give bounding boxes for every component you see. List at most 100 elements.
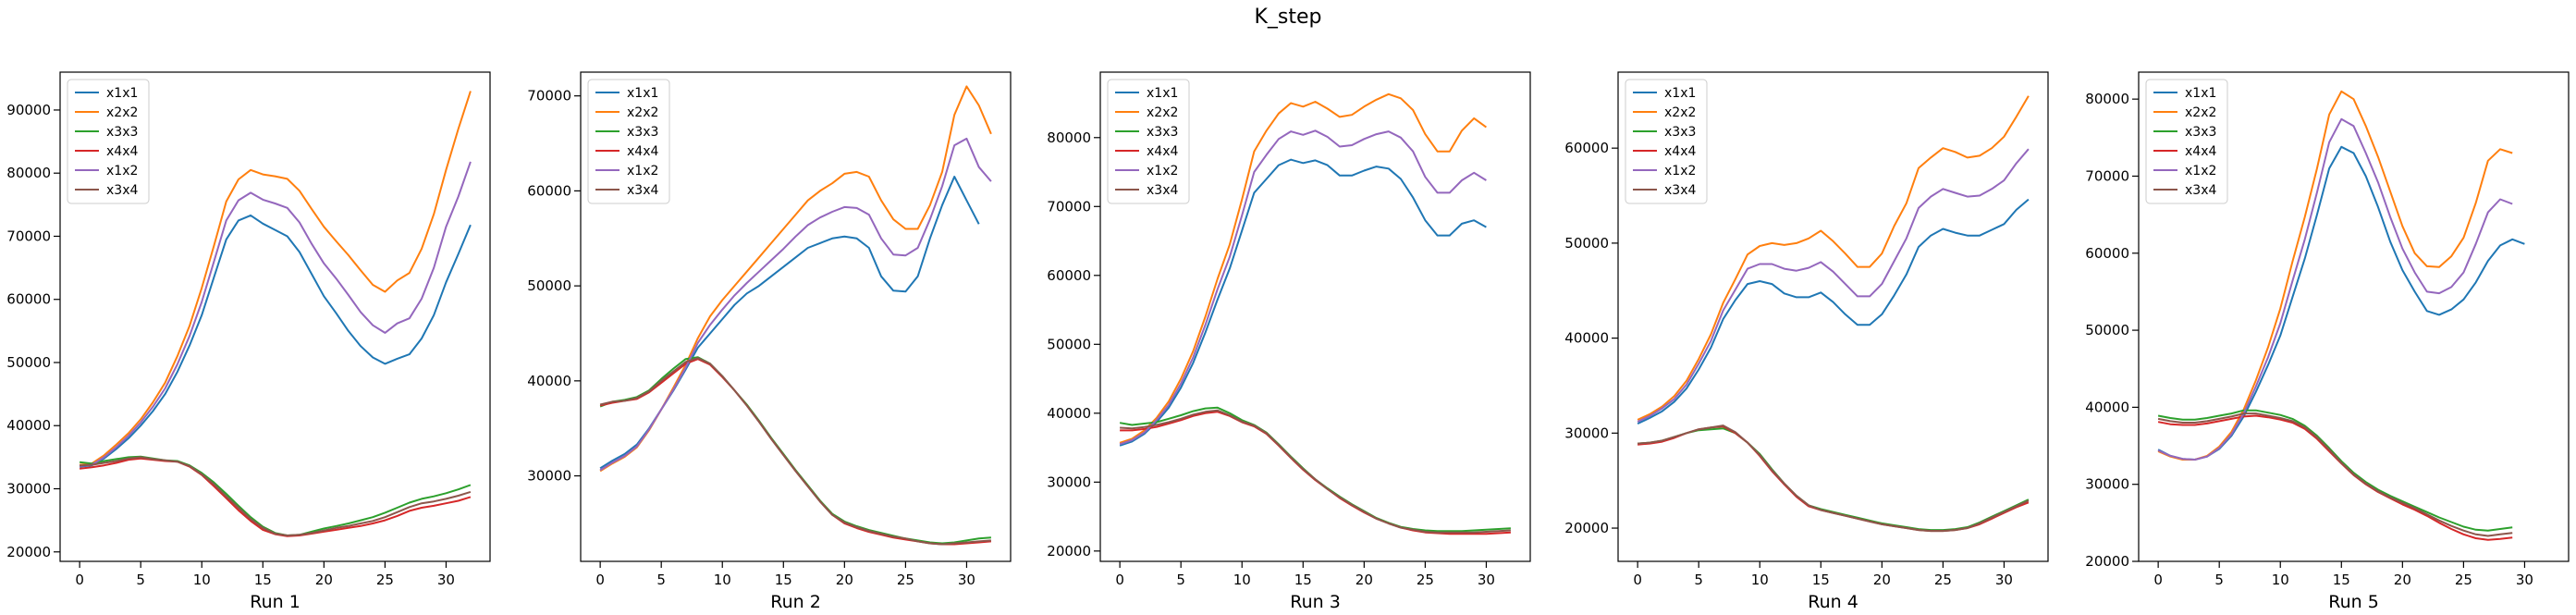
y-tick-label: 40000 bbox=[1564, 330, 1609, 347]
series-line-x1x1 bbox=[1637, 198, 2030, 425]
x-tick-label: 20 bbox=[836, 572, 853, 588]
legend-box bbox=[1625, 79, 1708, 204]
y-tick-label: 60000 bbox=[2085, 245, 2129, 262]
x-tick-label: 30 bbox=[2516, 572, 2533, 588]
series-line-x4x4 bbox=[1120, 411, 1511, 535]
series-line-x3x4 bbox=[2157, 412, 2513, 537]
series-line-x3x4 bbox=[1638, 424, 2030, 533]
x-tick-label: 5 bbox=[1176, 572, 1185, 588]
x-tick-label: 30 bbox=[1995, 572, 2013, 588]
legend-label-x4x4: x4x4 bbox=[106, 144, 138, 159]
x-tick-label: 15 bbox=[1294, 572, 1312, 588]
x-tick-label: 10 bbox=[1751, 572, 1769, 588]
legend-label-x3x4: x3x4 bbox=[1664, 183, 1696, 198]
legend-label-x4x4: x4x4 bbox=[1147, 144, 1178, 159]
chart-panel-2: 0 5 10 15 20 25 30 30000 40000 50000 60000 70000 Run… bbox=[527, 71, 1012, 612]
series-line-x1x2 bbox=[1119, 129, 1487, 446]
series-line-x4x4 bbox=[79, 457, 472, 537]
series-group bbox=[2157, 90, 2525, 541]
x-tick-label: 30 bbox=[958, 572, 975, 588]
legend-label-x1x1: x1x1 bbox=[2185, 86, 2216, 101]
legend-label-x3x4: x3x4 bbox=[106, 183, 138, 198]
series-line-x2x2 bbox=[1637, 95, 2030, 421]
legend: x1x1 x2x2 x3x3 x4x4 x1x2 x3x4 bbox=[1625, 79, 1708, 204]
series-group bbox=[79, 91, 472, 537]
y-tick-label: 40000 bbox=[2085, 399, 2129, 415]
legend: x1x1 x2x2 x3x3 x4x4 x1x2 x3x4 bbox=[587, 79, 670, 204]
x-tick-label: 20 bbox=[1355, 572, 1373, 588]
legend-label-x1x2: x1x2 bbox=[106, 164, 138, 178]
x-tick-label: 25 bbox=[376, 572, 394, 588]
legend-label-x3x4: x3x4 bbox=[1147, 183, 1178, 198]
x-tick-label: 5 bbox=[136, 572, 145, 588]
series-line-x3x3 bbox=[1638, 427, 2030, 532]
legend-label-x1x1: x1x1 bbox=[1147, 86, 1178, 101]
y-tick-label: 60000 bbox=[1047, 267, 1091, 284]
y-tick-label: 50000 bbox=[2085, 322, 2129, 338]
x-tick-label: 0 bbox=[595, 572, 605, 588]
series-group bbox=[1637, 95, 2030, 533]
x-tick-label: 15 bbox=[775, 572, 792, 588]
y-tick-label: 40000 bbox=[527, 373, 571, 389]
legend-label-x4x4: x4x4 bbox=[2185, 144, 2216, 159]
series-line-x2x2 bbox=[79, 91, 472, 466]
legend-label-x2x2: x2x2 bbox=[1147, 105, 1178, 120]
series-line-x1x2 bbox=[599, 137, 992, 472]
x-tick-label: 15 bbox=[254, 572, 272, 588]
y-tick-label: 80000 bbox=[2085, 91, 2129, 107]
y-tick-label: 40000 bbox=[1047, 405, 1091, 422]
x-tick-label: 10 bbox=[2272, 572, 2289, 588]
chart-panel-5: 0 5 10 15 20 25 30 20000 30000 40000 50000 60000 700… bbox=[2085, 71, 2570, 612]
x-tick-label: 20 bbox=[315, 572, 333, 588]
y-tick-label: 20000 bbox=[6, 544, 51, 560]
series-group bbox=[1119, 92, 1511, 535]
x-tick-label: 15 bbox=[2333, 572, 2350, 588]
x-tick-label: 0 bbox=[75, 572, 84, 588]
legend-label-x3x3: x3x3 bbox=[627, 125, 658, 140]
series-line-x1x2 bbox=[80, 161, 472, 467]
legend-label-x3x3: x3x3 bbox=[1664, 125, 1696, 140]
x-tick-label: 10 bbox=[1233, 572, 1251, 588]
x-tick-label: 25 bbox=[897, 572, 914, 588]
axes-frame bbox=[59, 71, 491, 562]
series-line-x1x1 bbox=[1119, 158, 1487, 447]
legend-label-x3x3: x3x3 bbox=[1147, 125, 1178, 140]
y-tick-label: 50000 bbox=[1047, 336, 1091, 352]
y-tick-label: 70000 bbox=[6, 228, 51, 244]
series-line-x3x3 bbox=[79, 455, 472, 536]
legend-label-x4x4: x4x4 bbox=[627, 144, 658, 159]
figure-title: K_step bbox=[1254, 6, 1322, 29]
series-line-x2x2 bbox=[1119, 92, 1487, 444]
y-tick-label: 60000 bbox=[6, 291, 51, 308]
legend-label-x1x2: x1x2 bbox=[2185, 164, 2216, 178]
legend-label-x1x1: x1x1 bbox=[106, 86, 138, 101]
chart-panel-1: 0 5 10 15 20 25 30 20000 30000 40000 50000 60000 700… bbox=[6, 71, 491, 612]
x-axis-label: Run 1 bbox=[250, 592, 301, 612]
chart-panel-4: 0 5 10 15 20 25 30 20000 30000 40000 50000 60000 Run… bbox=[1564, 71, 2049, 612]
legend-label-x3x4: x3x4 bbox=[627, 183, 658, 198]
legend-label-x1x2: x1x2 bbox=[1147, 164, 1178, 178]
x-axis-label: Run 2 bbox=[770, 592, 821, 612]
legend: x1x1 x2x2 x3x3 x4x4 x1x2 x3x4 bbox=[2145, 79, 2228, 204]
x-tick-label: 25 bbox=[1417, 572, 1434, 588]
legend-label-x1x2: x1x2 bbox=[627, 164, 658, 178]
legend-label-x3x3: x3x3 bbox=[106, 125, 138, 140]
x-axis-label: Run 3 bbox=[1290, 592, 1341, 612]
series-line-x3x3 bbox=[2157, 409, 2513, 532]
x-tick-label: 10 bbox=[714, 572, 731, 588]
y-tick-label: 20000 bbox=[2085, 553, 2129, 570]
series-line-x3x4 bbox=[80, 456, 472, 536]
x-tick-label: 5 bbox=[2214, 572, 2224, 588]
legend-label-x2x2: x2x2 bbox=[627, 105, 658, 120]
axes-frame bbox=[580, 71, 1012, 562]
series-line-x1x2 bbox=[1637, 148, 2030, 423]
series-line-x4x4 bbox=[2157, 414, 2513, 541]
x-tick-label: 20 bbox=[2394, 572, 2411, 588]
legend-label-x1x1: x1x1 bbox=[627, 86, 658, 101]
legend-box bbox=[2145, 79, 2228, 204]
legend-label-x1x1: x1x1 bbox=[1664, 86, 1696, 101]
y-tick-label: 80000 bbox=[6, 165, 51, 181]
y-tick-label: 70000 bbox=[2085, 167, 2129, 184]
y-tick-label: 30000 bbox=[2085, 476, 2129, 493]
x-tick-label: 25 bbox=[2455, 572, 2472, 588]
